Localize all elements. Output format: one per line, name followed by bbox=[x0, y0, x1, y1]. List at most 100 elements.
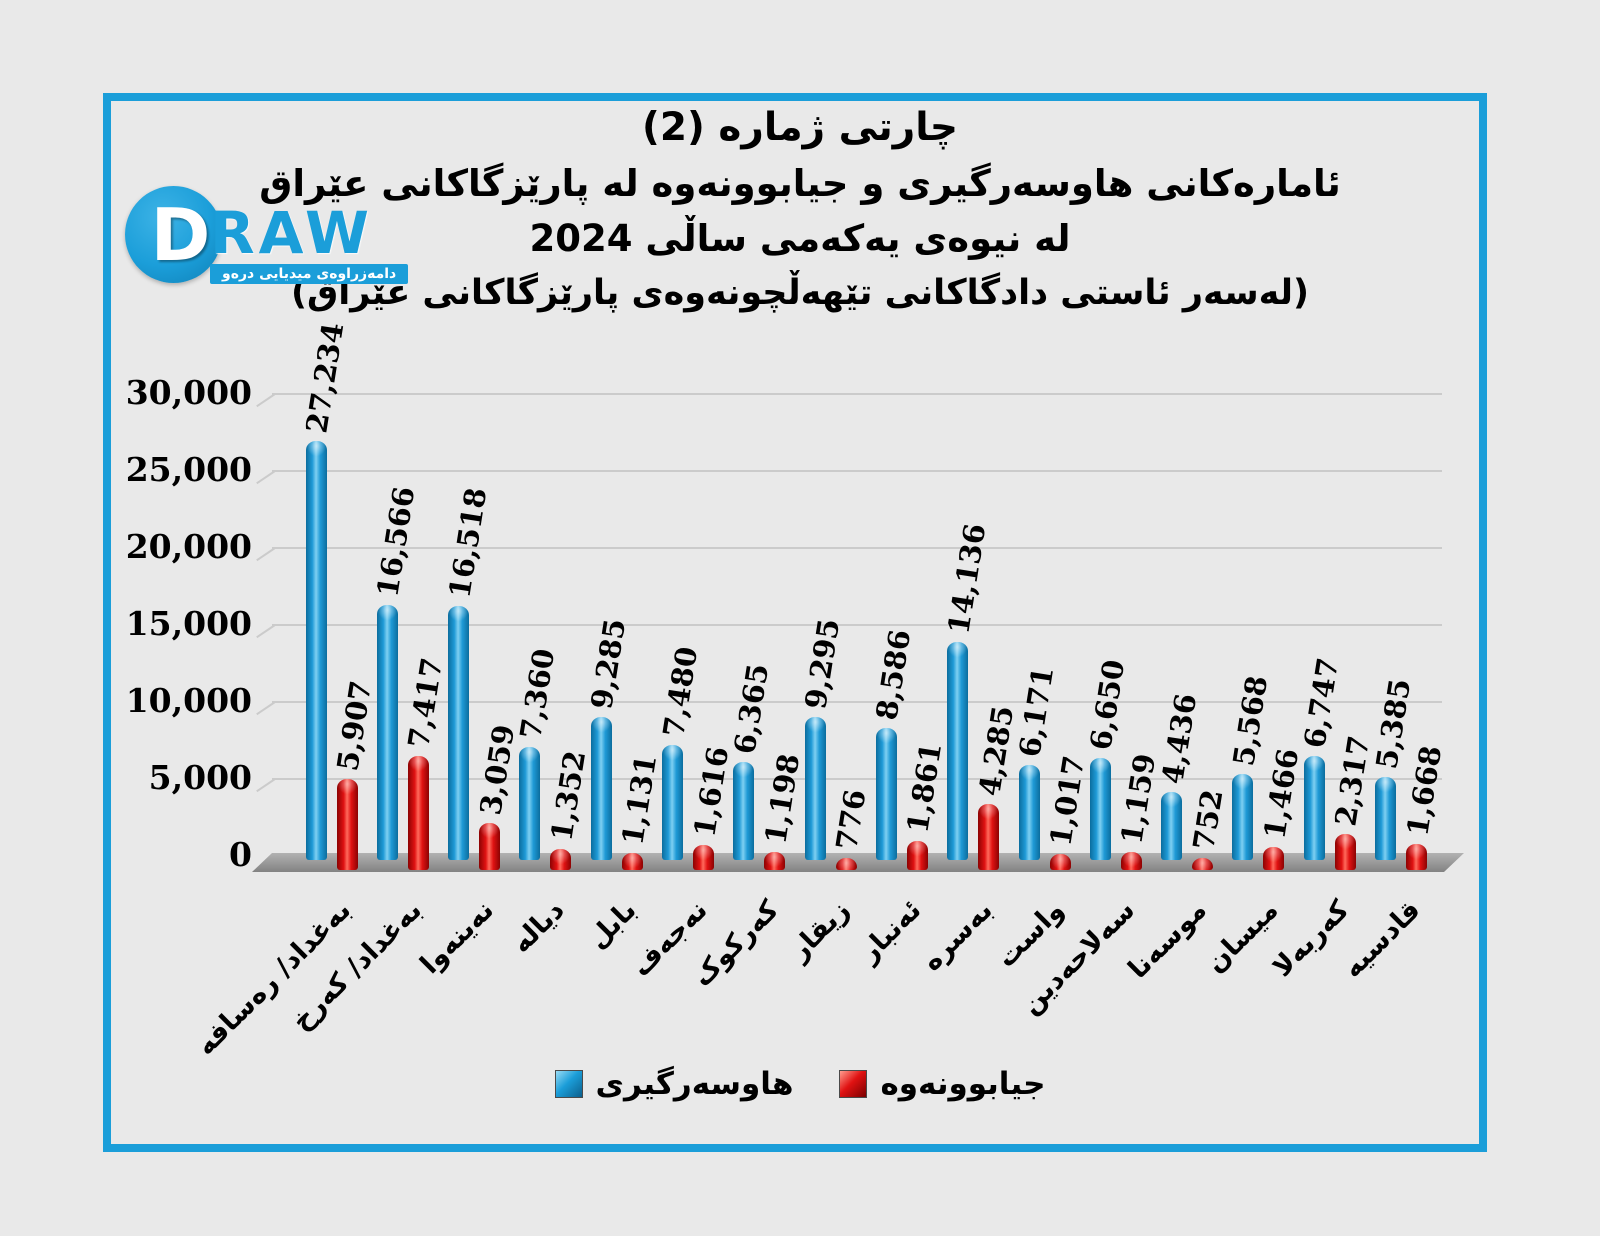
divorce-value-label-4: 1,131 bbox=[615, 752, 664, 848]
x-axis-category-label-7: زیقار bbox=[784, 894, 857, 967]
chart-title-line1: چارتی ژماره (2) bbox=[642, 105, 958, 150]
divorce-value-label-5: 1,616 bbox=[686, 744, 735, 840]
divorce-value-label-15: 1,668 bbox=[1399, 743, 1448, 839]
marriage-bar-11 bbox=[1089, 758, 1111, 860]
marriage-bar-9 bbox=[947, 642, 969, 860]
gridline bbox=[256, 393, 1442, 408]
x-axis-category-label-9: بەسرە bbox=[916, 894, 999, 978]
marriage-bar-1 bbox=[376, 605, 398, 860]
logo-letter-d: D bbox=[150, 192, 211, 277]
divorce-value-label-9: 4,285 bbox=[972, 703, 1020, 799]
chart-title-line2: ئامارەکانی هاوسەرگیری و جیابوونەوه له پا… bbox=[259, 162, 1341, 205]
marriage-bar-3 bbox=[519, 747, 541, 860]
divorce-bar-12 bbox=[1192, 858, 1214, 870]
marriage-bar-12 bbox=[1161, 792, 1183, 860]
marriage-bar-4 bbox=[590, 717, 612, 860]
divorce-value-label-8: 1,861 bbox=[900, 740, 949, 836]
divorce-value-label-7: 776 bbox=[829, 787, 873, 853]
divorce-bar-15 bbox=[1406, 844, 1427, 870]
divorce-value-label-12: 752 bbox=[1185, 787, 1230, 853]
draw-media-logo: D RAW دامەزراوەی میدیایی درەو bbox=[125, 186, 409, 284]
logo-banner-text: دامەزراوەی میدیایی درەو bbox=[210, 264, 409, 284]
marriage-bar-5 bbox=[662, 745, 683, 860]
marriage-value-label-7: 9,295 bbox=[798, 616, 847, 712]
x-axis-category-label-12: موسەنا bbox=[1122, 894, 1213, 985]
divorce-bar-3 bbox=[550, 849, 572, 870]
marriage-value-label-1: 16,566 bbox=[370, 484, 422, 600]
marriage-bar-13 bbox=[1232, 774, 1254, 860]
divorce-value-label-11: 1,159 bbox=[1114, 751, 1163, 847]
marriage-value-label-8: 8,586 bbox=[869, 627, 918, 723]
divorce-value-label-1: 7,417 bbox=[401, 655, 450, 751]
x-axis-category-label-8: ئەنبار bbox=[853, 894, 928, 969]
divorce-value-label-13: 1,466 bbox=[1257, 746, 1306, 842]
x-axis-category-label-2: نەینەوا bbox=[413, 894, 500, 981]
divorce-bar-10 bbox=[1049, 854, 1071, 870]
divorce-bar-6 bbox=[764, 852, 786, 870]
marriage-bar-7 bbox=[804, 717, 826, 860]
divorce-bar-0 bbox=[336, 779, 358, 870]
divorce-value-label-6: 1,198 bbox=[758, 751, 806, 847]
divorce-value-label-14: 2,317 bbox=[1328, 733, 1377, 829]
divorce-bar-4 bbox=[621, 853, 643, 870]
x-axis-category-label-3: دیالە bbox=[506, 894, 571, 960]
marriage-value-label-15: 5,385 bbox=[1368, 676, 1417, 772]
chart-title: چارتی ژماره (2) ئامارەکانی هاوسەرگیری و … bbox=[150, 100, 1450, 321]
x-axis-category-label-14: کەربەلا bbox=[1266, 894, 1356, 984]
divorce-value-label-10: 1,017 bbox=[1043, 753, 1092, 849]
divorce-bar-9 bbox=[978, 804, 1000, 870]
y-axis-tick-label: 0 bbox=[229, 835, 252, 874]
y-axis-tick-label: 10,000 bbox=[125, 681, 252, 720]
marriage-value-label-9: 14,136 bbox=[941, 521, 993, 637]
divorce-value-label-0: 5,907 bbox=[330, 678, 379, 774]
gridline bbox=[256, 778, 1442, 793]
marriage-value-label-14: 6,747 bbox=[1297, 655, 1346, 751]
divorce-bar-5 bbox=[693, 845, 714, 870]
x-axis-category-label-4: بابل bbox=[581, 894, 643, 956]
marriage-bar-10 bbox=[1018, 765, 1040, 860]
gridline bbox=[256, 470, 1442, 485]
y-axis-tick-label: 25,000 bbox=[125, 450, 252, 489]
chart-title-line4: (لەسەر ئاستی دادگاکانی تێهەڵچونەوەی پارێ… bbox=[290, 273, 1310, 313]
marriage-bar-2 bbox=[448, 606, 470, 860]
divorce-value-label-3: 1,352 bbox=[544, 748, 593, 844]
marriage-series-swatch-icon bbox=[554, 1070, 583, 1098]
marriage-value-label-6: 6,365 bbox=[727, 661, 775, 757]
legend-item-divorce: جیابوونەوه bbox=[839, 1066, 1045, 1102]
divorce-bar-2 bbox=[479, 823, 501, 870]
y-axis-tick-label: 15,000 bbox=[125, 604, 252, 643]
marriage-value-label-11: 6,650 bbox=[1083, 657, 1132, 753]
divorce-bar-8 bbox=[906, 841, 928, 870]
marriage-bar-14 bbox=[1303, 756, 1325, 860]
divorce-value-label-2: 3,059 bbox=[472, 722, 521, 818]
y-axis-tick-label: 5,000 bbox=[148, 758, 252, 797]
marriage-value-label-12: 4,436 bbox=[1154, 691, 1203, 787]
gridline bbox=[256, 624, 1442, 639]
chart-legend: هاوسەرگیری جیابوونەوه bbox=[150, 1066, 1450, 1102]
legend-item-marriage: هاوسەرگیری bbox=[554, 1066, 794, 1102]
marriage-value-label-4: 9,285 bbox=[584, 616, 633, 712]
divorce-bar-14 bbox=[1334, 834, 1356, 870]
logo-circle-icon: D bbox=[125, 186, 222, 283]
marriage-bar-6 bbox=[733, 762, 755, 860]
divorce-bar-1 bbox=[407, 756, 429, 870]
chart-title-line3: له نیوەی یەکەمی ساڵی 2024 bbox=[529, 217, 1071, 260]
divorce-bar-7 bbox=[835, 858, 857, 870]
legend-label-divorce: جیابوونەوه bbox=[880, 1066, 1046, 1102]
y-axis-tick-label: 20,000 bbox=[125, 527, 252, 566]
marriage-bar-8 bbox=[875, 728, 897, 860]
legend-label-marriage: هاوسەرگیری bbox=[595, 1066, 794, 1102]
marriage-value-label-5: 7,480 bbox=[655, 644, 704, 740]
divorce-series-swatch-icon bbox=[839, 1070, 868, 1098]
logo-right-column: RAW دامەزراوەی میدیایی درەو bbox=[210, 204, 409, 284]
divorce-bar-11 bbox=[1120, 852, 1142, 870]
x-axis-labels: بەغداد/ رەسافە بەغداد/ کەرخ نەینەوا دیالە با… bbox=[190, 874, 1442, 1094]
marriage-value-label-2: 16,518 bbox=[441, 485, 493, 601]
y-axis-tick-label: 30,000 bbox=[125, 373, 252, 412]
plot-area: 27,234 5,907 16,566 7,417 16,518 3,059 7,360 1,… bbox=[256, 320, 1448, 870]
marriage-bar-15 bbox=[1375, 777, 1396, 860]
marriage-bar-0 bbox=[305, 441, 327, 860]
marriage-value-label-13: 5,568 bbox=[1226, 673, 1275, 769]
gridline bbox=[256, 701, 1442, 716]
